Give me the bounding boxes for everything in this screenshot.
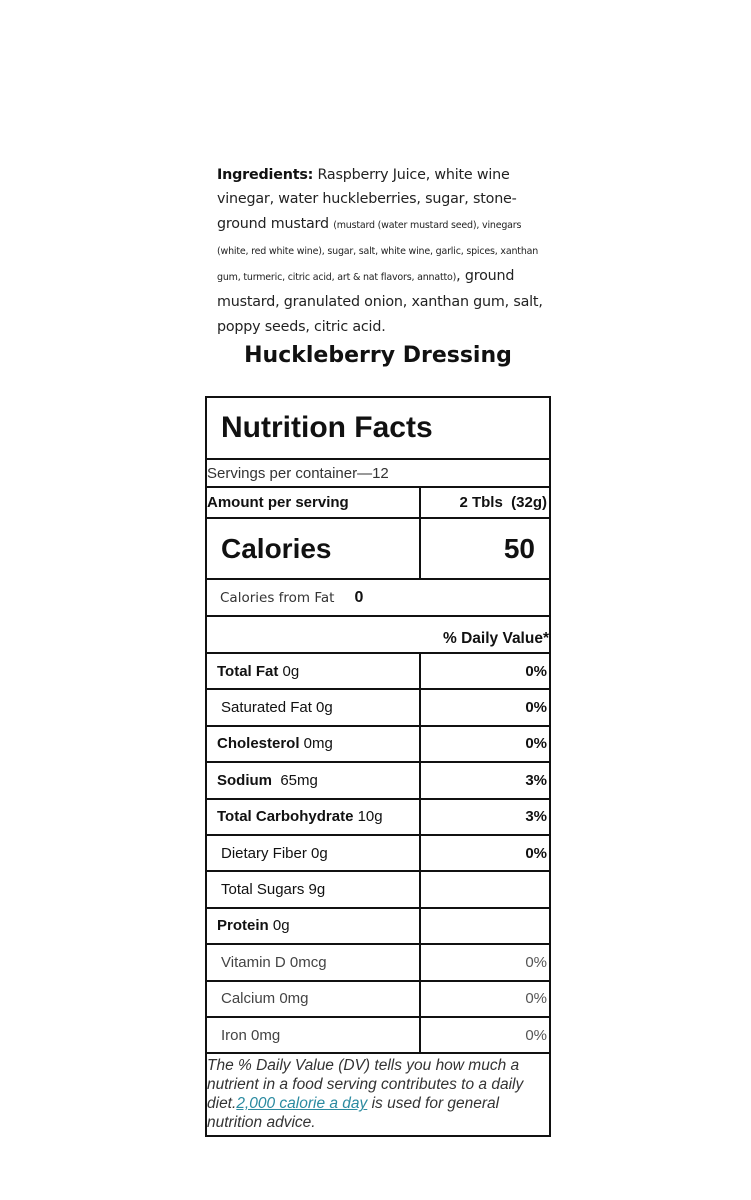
nutrient-bold-name: Total Fat xyxy=(217,662,279,680)
calories-value: 50 xyxy=(503,532,535,564)
nutrient-amount: 0g xyxy=(268,917,290,935)
title-row: Nutrition Facts xyxy=(207,398,549,460)
nutrient-row: Dietary Fiber 0g 0% xyxy=(207,835,549,873)
footnote-text: The % Daily Value (DV) tells you how muc… xyxy=(207,1057,524,1113)
nutrient-amount: Calcium 0mg xyxy=(221,990,309,1008)
ingredients-main: Raspberry Juice, white wine vinegar, wat… xyxy=(217,167,517,232)
servings: Servings per container—12 xyxy=(207,464,389,482)
dv-header-row: % Daily Value* xyxy=(207,617,549,654)
nutrient-row: Calcium 0mg 0% xyxy=(207,981,549,1018)
nutrient-dv: 0% xyxy=(525,699,547,717)
nutrient-name: Iron 0mg xyxy=(207,1017,421,1053)
calories-row: Calories 50 xyxy=(207,519,549,580)
ingredients-sub: (mustard (water mustard seed), vinegars … xyxy=(217,219,539,284)
nutrient-dv: 0% xyxy=(525,735,547,753)
amount-row: Amount per serving 2 Tbls (32g) xyxy=(207,488,549,519)
calories-label: Calories xyxy=(207,519,421,578)
nutrient-bold-name: Total Carbohydrate xyxy=(217,808,354,826)
nutrient-name: Total Carbohydrate 10g xyxy=(207,799,421,834)
nutrient-name: Saturated Fat 0g xyxy=(207,690,421,725)
label-title: Nutrition Facts xyxy=(221,411,433,444)
nutrient-dv: 0% xyxy=(525,662,547,680)
nutrient-dv: 0% xyxy=(525,1026,547,1044)
nutrient-dv: 3% xyxy=(525,808,547,826)
nutrient-amount: 65mg xyxy=(272,771,318,789)
product-name: Huckleberry Dressing xyxy=(244,343,512,368)
nutrient-row: Vitamin D 0mcg 0% xyxy=(207,945,549,982)
nutrient-row: Total Carbohydrate 10g 3% xyxy=(207,799,549,836)
nutrient-row: Sodium 65mg 3% xyxy=(207,763,549,800)
cal-fat-value: 0 xyxy=(354,588,364,606)
calories-from-fat-row: Calories from Fat 0 xyxy=(207,580,549,617)
nutrient-dv: 0% xyxy=(525,990,547,1008)
amount-label: Amount per serving xyxy=(207,488,421,517)
nutrient-amount: Vitamin D 0mcg xyxy=(221,953,327,971)
footnote-text-end: is used for general nutrition advice. xyxy=(207,1095,500,1132)
dv-footnote: The % Daily Value (DV) tells you how muc… xyxy=(207,1054,549,1135)
servings-row: Servings per container—12 xyxy=(207,460,549,488)
ingredients-heading: Ingredients: xyxy=(217,167,314,183)
nutrient-name: Total Sugars 9g xyxy=(207,872,421,907)
nutrient-row: Protein 0g xyxy=(207,908,549,946)
nutrient-dv: 0% xyxy=(525,953,547,971)
nutrient-name: Cholesterol 0mg xyxy=(207,726,421,762)
dv-header: % Daily Value* xyxy=(443,630,549,647)
ingredients-rest: , ground mustard, granulated onion, xant… xyxy=(217,268,543,335)
calorie-link[interactable]: 2,000 calorie a day xyxy=(236,1095,368,1113)
nutrient-amount: Saturated Fat 0g xyxy=(221,699,333,717)
nutrient-amount: Total Sugars 9g xyxy=(221,881,326,899)
nutrient-list: Total Fat 0g 0% Saturated Fat 0g 0% Choleste… xyxy=(207,654,549,1055)
nutrient-name: Vitamin D 0mcg xyxy=(207,945,421,980)
nutrient-row: Iron 0mg 0% xyxy=(207,1017,549,1055)
nutrient-bold-name: Protein xyxy=(217,917,269,935)
nutrient-dv xyxy=(421,909,549,943)
nutrient-name: Sodium 65mg xyxy=(207,763,421,798)
nutrient-amount: 0mg xyxy=(299,735,333,753)
nutrient-amount: Iron 0mg xyxy=(221,1026,281,1044)
nutrient-bold-name: Sodium xyxy=(217,771,272,789)
nutrient-name: Calcium 0mg xyxy=(207,981,421,1016)
nutrient-row: Cholesterol 0mg 0% xyxy=(207,726,549,764)
nutrient-row: Total Fat 0g 0% xyxy=(207,654,549,691)
nutrient-amount: Dietary Fiber 0g xyxy=(221,844,328,862)
nutrient-name: Dietary Fiber 0g xyxy=(207,835,421,871)
cal-fat-label: Calories from Fat xyxy=(220,589,335,606)
nutrient-row: Saturated Fat 0g 0% xyxy=(207,690,549,727)
nutrient-dv: 0% xyxy=(525,844,547,862)
nutrient-row: Total Sugars 9g xyxy=(207,872,549,909)
nutrient-name: Total Fat 0g xyxy=(207,654,421,689)
nutrient-bold-name: Cholesterol xyxy=(217,735,300,753)
nutrient-amount: 0g xyxy=(278,662,300,680)
serving-size: 2 Tbls (32g) xyxy=(459,494,547,511)
ingredients-text: Ingredients: Raspberry Juice, white wine… xyxy=(217,163,547,339)
nutrient-dv xyxy=(421,872,549,906)
nutrient-name: Protein 0g xyxy=(207,908,421,944)
nutrient-dv: 3% xyxy=(525,771,547,789)
nutrient-amount: 10g xyxy=(353,808,383,826)
nutrition-facts-label: Nutrition Facts Servings per container—1… xyxy=(205,396,551,1138)
